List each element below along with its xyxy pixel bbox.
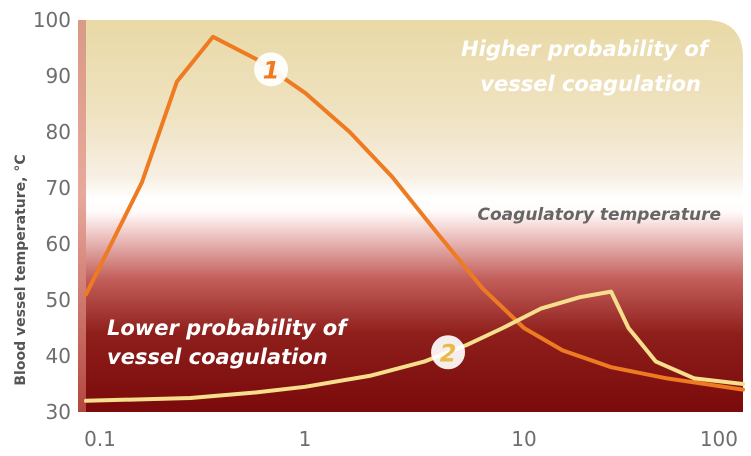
lower-zone-label-line-2: vessel coagulation (107, 345, 328, 369)
upper-zone-label-line-2: vessel coagulation (480, 72, 701, 96)
y-tick-label: 90 (46, 64, 71, 88)
y-tick-label: 50 (46, 288, 71, 312)
y-tick-label: 70 (46, 176, 71, 200)
y-tick-label: 40 (46, 344, 71, 368)
series-2-marker-label: 2 (440, 339, 457, 367)
y-tick-label: 80 (46, 120, 71, 144)
upper-zone-label-line-1: Higher probability of (461, 37, 711, 61)
series-1-line (84, 34, 745, 392)
y-tick-label: 100 (33, 8, 71, 32)
y-tick-label: 60 (46, 232, 71, 256)
middle-zone-label: Coagulatory temperature (478, 205, 721, 225)
lower-zone-label-line-1: Lower probability of (107, 316, 349, 340)
y-axis-label: Blood vessel temperature, °C (13, 154, 29, 385)
x-tick-label: 0.1 (84, 427, 116, 451)
plot-background (78, 20, 743, 412)
zone-labels: Higher probability of vessel coagulation… (107, 37, 721, 369)
left-edge-strip (78, 20, 86, 412)
marker-circle (431, 335, 466, 370)
y-axis: 30 40 50 60 70 80 90 100 (33, 8, 71, 424)
x-axis: 0.1 1 10 100 (84, 427, 738, 451)
x-tick-label: 100 (700, 427, 738, 451)
series-2-line (84, 289, 745, 403)
background-panel (86, 20, 743, 412)
marker-circle (254, 52, 289, 87)
series-layer: 12 (84, 34, 745, 403)
series-2-marker: 2 (431, 335, 466, 370)
series-1-marker: 1 (254, 52, 289, 87)
y-tick-label: 30 (46, 400, 71, 424)
series-1-marker-label: 1 (263, 56, 280, 84)
x-tick-label: 1 (299, 427, 312, 451)
x-tick-label: 10 (511, 427, 536, 451)
